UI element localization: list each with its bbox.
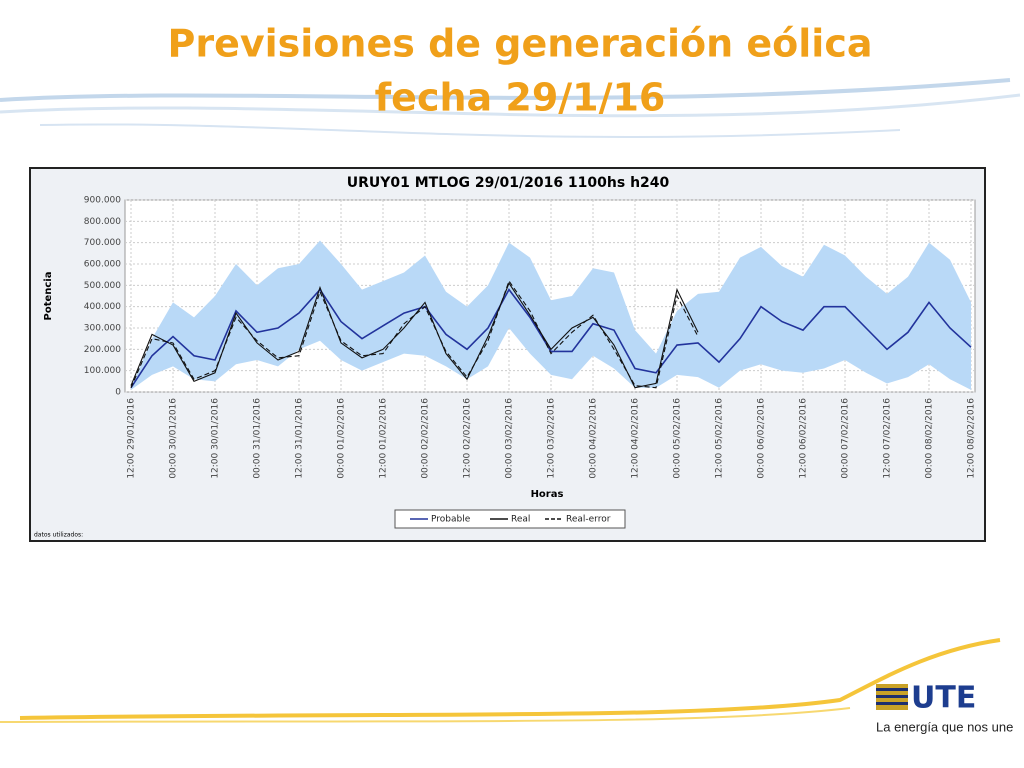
x-tick-label: 12:00 02/02/2016 xyxy=(463,398,473,479)
x-tick-label: 12:00 03/02/2016 xyxy=(547,398,557,479)
legend-label: Probable xyxy=(431,515,471,525)
legend xyxy=(394,509,626,529)
x-tick-label: 12:00 07/02/2016 xyxy=(883,398,893,479)
y-tick-label: 100.000 xyxy=(84,366,121,376)
x-tick-label: 12:00 31/01/2016 xyxy=(295,398,305,479)
plot: 0 100.000 200.000 300.000 400.000 500.000 600.… xyxy=(84,196,977,479)
y-tick-label: 900.000 xyxy=(84,196,121,206)
x-tick-label: 00:00 04/02/2016 xyxy=(589,398,599,479)
x-tick-label: 12:00 30/01/2016 xyxy=(211,398,221,479)
logo: UTE La energía que nos une xyxy=(876,681,1013,734)
y-tick-label: 400.000 xyxy=(84,302,121,312)
x-tick-label: 00:00 05/02/2016 xyxy=(673,398,683,479)
x-tick-label: 00:00 08/02/2016 xyxy=(925,398,935,479)
x-tick-label: 12:00 06/02/2016 xyxy=(799,398,809,479)
series-line xyxy=(130,279,699,389)
y-tick-label: 0 xyxy=(115,388,121,398)
y-tick-label: 800.000 xyxy=(84,217,121,227)
footnote: datos utilizados: xyxy=(34,532,83,539)
x-axis-label: Horas xyxy=(531,489,564,500)
x-tick-label: 12:00 05/02/2016 xyxy=(715,398,725,479)
x-tick-label: 12:00 08/02/2016 xyxy=(967,398,977,479)
slide-title: Previsiones de generación eólica xyxy=(167,22,872,66)
x-tick-label: 00:00 03/02/2016 xyxy=(505,398,515,479)
x-tick-label: 12:00 04/02/2016 xyxy=(631,398,641,479)
decor xyxy=(0,78,1021,723)
x-tick-label: 12:00 29/01/2016 xyxy=(127,398,137,479)
confidence-band xyxy=(131,240,971,390)
x-tick-label: 00:00 02/02/2016 xyxy=(421,398,431,479)
logo-text: UTE xyxy=(911,681,976,716)
slide-title: fecha 29/1/16 xyxy=(375,76,666,120)
y-tick-label: 200.000 xyxy=(84,345,121,355)
chart-title: URUY01 MTLOG 29/01/2016 1100hs h240 xyxy=(347,175,670,191)
x-tick-label: 12:00 01/02/2016 xyxy=(379,398,389,479)
tagline: La energía que nos une xyxy=(876,719,1013,734)
x-tick-label: 00:00 07/02/2016 xyxy=(841,398,851,479)
x-tick-label: 00:00 31/01/2016 xyxy=(253,398,263,479)
legend-label: Real xyxy=(511,515,530,525)
y-tick-label: 300.000 xyxy=(84,324,121,334)
x-tick-label: 00:00 06/02/2016 xyxy=(757,398,767,479)
x-tick-label: 00:00 30/01/2016 xyxy=(169,398,179,479)
legend-label: Real-error xyxy=(566,515,611,525)
y-tick-label: 600.000 xyxy=(84,260,121,270)
series-line xyxy=(130,288,972,389)
y-tick-label: 700.000 xyxy=(84,238,121,248)
y-axis-label: Potencia xyxy=(43,272,54,321)
y-tick-label: 500.000 xyxy=(84,281,121,291)
x-tick-label: 00:00 01/02/2016 xyxy=(337,398,347,479)
